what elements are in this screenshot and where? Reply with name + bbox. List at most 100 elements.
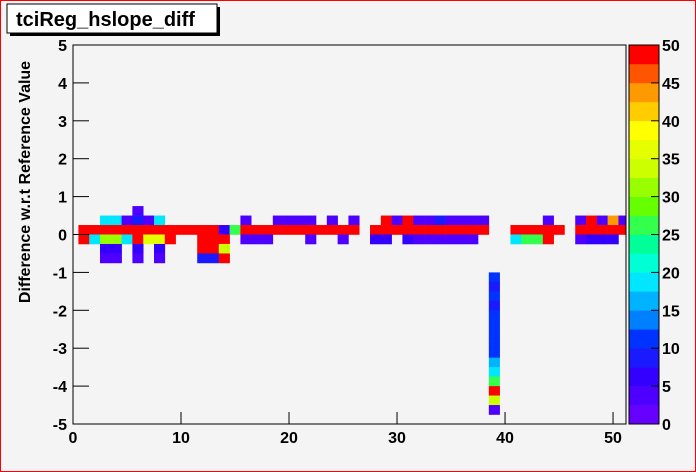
y-tick-label: -4 xyxy=(53,379,67,396)
cell xyxy=(218,253,230,264)
cell xyxy=(78,225,90,235)
cell xyxy=(154,215,166,226)
z-tick-label: 50 xyxy=(662,38,680,55)
cell xyxy=(434,215,446,226)
cell xyxy=(132,215,144,226)
z-tick-label: 15 xyxy=(662,303,680,320)
z-tick-label: 30 xyxy=(662,190,680,207)
palette-box xyxy=(629,291,659,311)
cell xyxy=(110,234,122,245)
cell xyxy=(121,234,133,245)
cell xyxy=(380,215,392,226)
palette-box xyxy=(629,82,659,103)
cell xyxy=(424,215,436,226)
cell xyxy=(132,206,144,216)
cell xyxy=(488,300,500,311)
cell xyxy=(100,253,112,264)
cell xyxy=(208,243,220,254)
cell xyxy=(294,225,306,235)
cell xyxy=(154,234,166,245)
cell xyxy=(542,215,554,226)
cell xyxy=(272,225,284,235)
cell xyxy=(154,243,166,254)
cell xyxy=(456,225,468,235)
cell xyxy=(467,215,479,226)
cell xyxy=(424,225,436,235)
cell xyxy=(283,225,295,235)
cell xyxy=(326,215,338,226)
cell xyxy=(467,225,479,235)
cell xyxy=(132,225,144,235)
cell xyxy=(488,319,500,330)
cell xyxy=(618,225,626,235)
palette-box xyxy=(629,272,659,292)
cell xyxy=(110,253,122,264)
cells xyxy=(78,206,626,415)
cell xyxy=(478,225,490,235)
cell xyxy=(488,357,500,368)
cell xyxy=(488,367,500,377)
palette-box xyxy=(629,45,659,65)
cell xyxy=(521,225,533,235)
cell xyxy=(445,215,457,226)
z-tick-label: 35 xyxy=(662,152,680,169)
z-tick-label: 5 xyxy=(662,379,671,396)
cell xyxy=(262,225,274,235)
axes: 0 10 20 30 40 50-5-4-3-2-10123450510152025303… xyxy=(53,38,680,447)
palette-box xyxy=(629,120,659,141)
cell xyxy=(370,234,382,245)
cell xyxy=(305,234,317,245)
palette-box xyxy=(629,158,659,178)
cell xyxy=(553,225,565,235)
cell xyxy=(618,215,626,226)
y-tick-label: -2 xyxy=(53,303,67,320)
cell xyxy=(391,225,403,235)
cell xyxy=(197,234,209,245)
palette-box xyxy=(629,215,659,235)
cell xyxy=(413,215,425,226)
y-tick-label: 5 xyxy=(58,38,67,55)
cell xyxy=(467,234,479,245)
cell xyxy=(575,215,587,226)
y-tick-label: -5 xyxy=(53,417,67,434)
cell xyxy=(197,225,209,235)
title-box xyxy=(6,3,218,34)
cell xyxy=(305,215,317,226)
cell xyxy=(110,225,122,235)
cell xyxy=(262,234,274,245)
cell xyxy=(100,225,112,235)
cell xyxy=(488,272,500,283)
cell xyxy=(607,215,619,226)
cell xyxy=(110,243,122,254)
cell xyxy=(521,234,533,245)
cell xyxy=(575,225,587,235)
x-tick-label: 0 xyxy=(69,430,78,447)
cell xyxy=(337,234,349,245)
cell xyxy=(218,243,230,254)
cell xyxy=(100,243,112,254)
cell xyxy=(326,225,338,235)
frame xyxy=(72,44,627,425)
palette-box xyxy=(629,329,659,349)
cell xyxy=(154,253,166,264)
z-tick-label: 10 xyxy=(662,341,680,358)
cell xyxy=(132,234,144,245)
palette-box xyxy=(629,405,659,425)
cell xyxy=(348,215,360,226)
cell xyxy=(186,225,198,235)
cell xyxy=(208,253,220,264)
cell xyxy=(488,329,500,340)
z-tick-label: 40 xyxy=(662,114,680,131)
cell xyxy=(607,234,619,245)
x-tick-label: 10 xyxy=(172,430,190,447)
palette-box xyxy=(629,101,659,122)
cell xyxy=(586,215,598,226)
cell xyxy=(402,215,414,226)
cell xyxy=(488,376,500,387)
cell xyxy=(488,395,500,406)
x-tick-label: 20 xyxy=(280,430,298,447)
cell xyxy=(305,225,317,235)
cell xyxy=(413,234,425,245)
cell xyxy=(445,234,457,245)
